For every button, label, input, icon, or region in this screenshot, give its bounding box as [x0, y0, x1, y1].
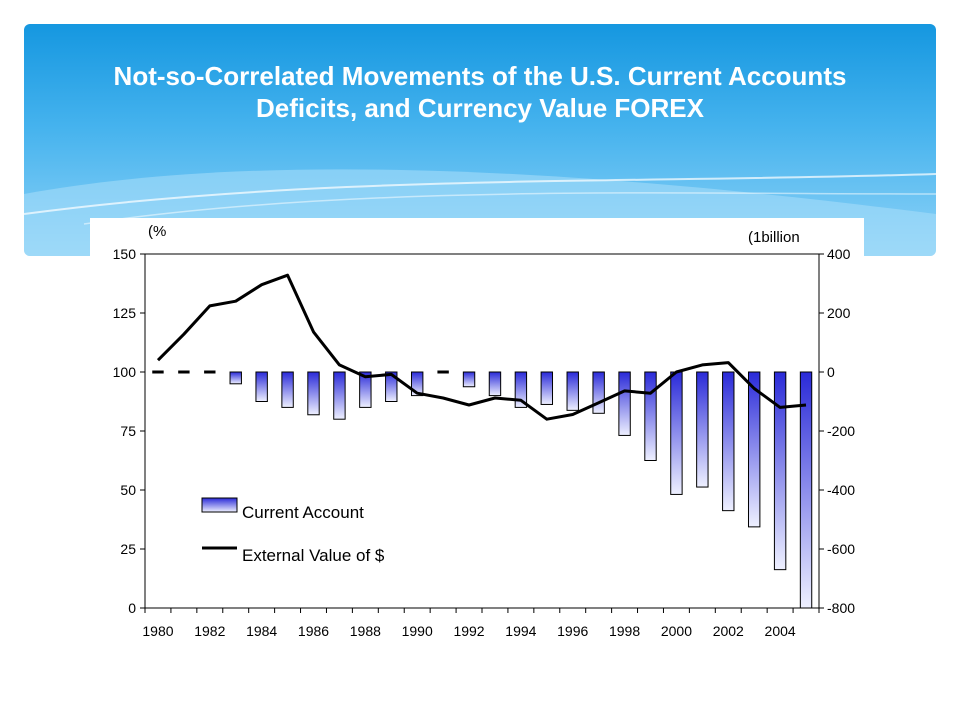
right-axis: 400 200 0 -200 -400 -600 -800 — [819, 246, 855, 616]
bar-current-account-1992 — [462, 371, 476, 388]
bar-current-account-1986 — [307, 371, 320, 416]
right-tick-label: 0 — [827, 364, 835, 380]
right-tick-label: -600 — [827, 541, 855, 557]
bar-group — [229, 371, 813, 609]
legend-swatch-bar — [201, 497, 238, 513]
bar-current-account-1993 — [488, 371, 502, 397]
left-axis: 150 125 100 75 50 25 0 — [113, 246, 145, 616]
bar-current-account-1984 — [255, 371, 268, 402]
left-tick-label: 0 — [128, 600, 136, 616]
right-tick-label: -400 — [827, 482, 855, 498]
right-tick-label: 400 — [827, 246, 851, 262]
x-tick-label: 1988 — [350, 623, 381, 639]
left-tick-label: 150 — [113, 246, 137, 262]
bar-current-account-2003 — [747, 371, 761, 528]
bar-current-account-1985 — [281, 371, 294, 408]
x-tick-label: 1982 — [194, 623, 225, 639]
legend-label-external-value: External Value of $ — [242, 546, 385, 565]
legend: Current Account External Value of $ — [201, 497, 385, 565]
bar-current-account-1997 — [592, 371, 605, 414]
bar-current-account-2004 — [773, 371, 787, 571]
chart-panel: (% (1billion 150 125 100 75 50 25 0 400 200 0 -20… — [90, 218, 864, 658]
bar-current-account-2001 — [696, 371, 709, 488]
line-external-value — [156, 273, 807, 421]
x-tick-label: 1984 — [246, 623, 277, 639]
right-tick-label: -800 — [827, 600, 855, 616]
bar-current-account-1996 — [566, 371, 579, 411]
slide-title: Not-so-Correlated Movements of the U.S. … — [113, 61, 847, 123]
left-tick-label: 125 — [113, 305, 137, 321]
x-tick-label: 1980 — [142, 623, 173, 639]
bar-current-account-2002 — [722, 371, 735, 512]
left-tick-label: 75 — [120, 423, 136, 439]
bar-current-account-1999 — [644, 371, 657, 461]
bar-current-account-1989 — [385, 371, 398, 402]
x-tick-label: 2002 — [713, 623, 744, 639]
bar-current-account-1983 — [229, 371, 242, 385]
bar-current-account-1998 — [618, 371, 631, 436]
right-axis-unit: (1billion — [748, 229, 800, 246]
bar-current-account-2000 — [670, 371, 683, 495]
left-axis-unit: (% — [148, 223, 166, 240]
left-tick-label: 100 — [113, 364, 137, 380]
bar-current-account-2005 — [799, 371, 813, 609]
legend-label-current-account: Current Account — [242, 503, 364, 522]
x-tick-label: 2000 — [661, 623, 692, 639]
x-tick-label: 1992 — [453, 623, 484, 639]
bar-current-account-1988 — [359, 371, 372, 408]
bar-current-account-1990 — [410, 371, 424, 397]
x-tick-label: 1990 — [402, 623, 433, 639]
x-tick-label: 2004 — [765, 623, 796, 639]
right-tick-label: 200 — [827, 305, 851, 321]
x-axis: 1980 1982 1984 1986 1988 1990 1992 1994 1996 1998… — [142, 608, 820, 639]
x-tick-label: 1986 — [298, 623, 329, 639]
x-tick-label: 1996 — [557, 623, 588, 639]
x-tick-label: 1998 — [609, 623, 640, 639]
bar-current-account-1994 — [514, 371, 528, 408]
left-tick-label: 50 — [120, 482, 136, 498]
x-tick-label: 1994 — [505, 623, 536, 639]
left-tick-label: 25 — [120, 541, 136, 557]
bar-current-account-1987 — [333, 371, 346, 420]
bar-current-account-1995 — [540, 371, 554, 405]
right-tick-label: -200 — [827, 423, 855, 439]
